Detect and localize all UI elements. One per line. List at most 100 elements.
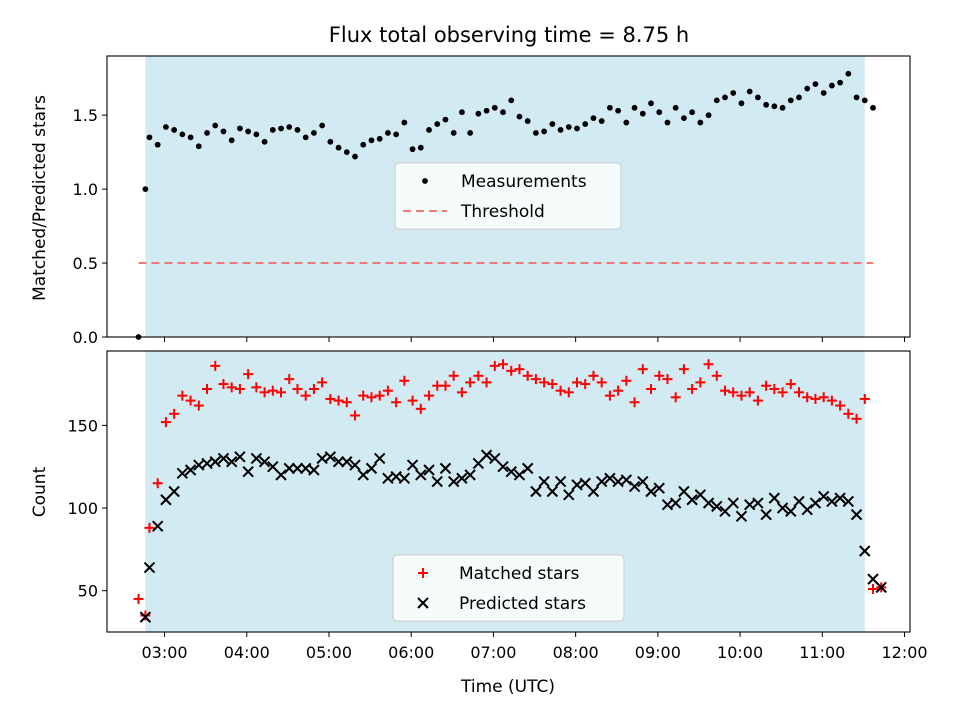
predicted-star-point <box>628 480 641 493</box>
measurement-point <box>754 94 761 101</box>
matched-star-point <box>350 410 361 421</box>
predicted-star-point <box>225 456 238 468</box>
matched-star-point <box>251 382 262 393</box>
matched-star-point <box>678 364 689 375</box>
predicted-star-point <box>686 494 698 506</box>
matched-star-point <box>868 584 879 595</box>
measurement-point <box>220 128 227 135</box>
matched-star-point <box>802 392 813 403</box>
matched-star-point <box>465 377 476 388</box>
predicted-star-point <box>595 475 608 488</box>
measurement-point <box>680 115 687 122</box>
matched-star-point <box>711 370 722 381</box>
top-panel: 0.0 0.5 1.0 1.5 Measurements Threshold <box>73 55 911 347</box>
measurement-point <box>582 121 589 127</box>
measurement-point <box>376 135 383 142</box>
matched-star-point <box>374 390 385 401</box>
measurement-point <box>179 131 186 138</box>
y-tick-label: 50 <box>78 582 98 601</box>
legend-marker-measurements <box>422 178 428 184</box>
measurement-point <box>853 94 860 101</box>
matched-star-point <box>580 379 591 390</box>
predicted-star-point <box>275 469 287 481</box>
predicted-star-point <box>801 503 813 516</box>
measurement-point <box>475 110 482 117</box>
matched-star-point <box>448 370 459 381</box>
measurement-point <box>763 101 770 108</box>
matched-star-point <box>572 377 583 388</box>
measurement-point <box>352 153 358 160</box>
predicted-star-point <box>752 497 764 509</box>
measurement-point <box>142 186 149 193</box>
matched-star-point <box>695 377 706 388</box>
measurement-point <box>253 131 260 138</box>
predicted-star-point <box>398 472 411 484</box>
predicted-star-point <box>809 497 822 509</box>
measurement-point <box>631 104 638 111</box>
matched-star-point <box>473 370 484 381</box>
matched-star-point <box>267 385 278 396</box>
measurement-point <box>302 134 309 141</box>
predicted-star-point <box>645 485 657 498</box>
measurement-point <box>516 113 523 120</box>
measurement-point <box>500 109 506 116</box>
predicted-star-point <box>850 508 863 521</box>
legend-label: Predicted stars <box>459 594 586 614</box>
matched-star-point <box>415 403 426 414</box>
matched-star-point <box>514 364 525 375</box>
matched-star-point <box>202 384 213 395</box>
chart-title: Flux total observing time = 8.75 h <box>329 23 689 47</box>
y-tick-label: 0.0 <box>73 328 98 347</box>
matched-star-point <box>140 610 151 621</box>
measurement-point <box>771 103 778 110</box>
matched-star-point <box>687 384 698 395</box>
predicted-star-point <box>546 485 559 498</box>
matched-star-point <box>621 375 632 386</box>
predicted-star-point <box>406 459 419 471</box>
measurement-point <box>689 109 696 116</box>
predicted-star-point <box>653 482 665 494</box>
matched-star-point <box>333 395 344 406</box>
measurement-point <box>417 144 424 151</box>
measurement-point <box>393 131 400 138</box>
measurement-point <box>187 134 194 141</box>
measurement-point <box>195 143 202 150</box>
predicted-star-point <box>250 452 263 465</box>
axes-frame <box>106 350 911 633</box>
measurement-point <box>541 128 548 135</box>
matched-star-point <box>481 377 492 388</box>
predicted-star-point <box>357 469 369 481</box>
measurement-point <box>738 100 745 107</box>
measurement-point <box>146 134 153 141</box>
measurement-point <box>335 144 342 151</box>
matched-star-point <box>563 387 574 398</box>
x-tick-label: 09:00 <box>635 643 681 662</box>
x-tick-label: 07:00 <box>470 643 516 662</box>
predicted-star-point <box>702 497 715 509</box>
predicted-star-point <box>143 561 156 574</box>
matched-star-point <box>629 397 640 408</box>
measurement-point <box>467 130 474 136</box>
predicted-star-point <box>349 459 361 471</box>
matched-star-point <box>654 370 665 381</box>
matched-star-point <box>744 387 755 398</box>
legend-label: Matched stars <box>459 564 579 584</box>
predicted-star-point <box>505 465 517 478</box>
measurement-point <box>557 127 564 133</box>
predicted-star-point <box>168 485 180 498</box>
matched-star-point <box>300 390 311 401</box>
predicted-star-point <box>834 492 846 504</box>
measurement-point <box>779 104 786 111</box>
matched-star-point <box>498 359 509 370</box>
measurement-point <box>590 115 597 122</box>
measurement-point <box>672 104 679 111</box>
matched-star-point <box>456 387 467 398</box>
predicted-star-point <box>464 469 476 481</box>
measurement-point <box>574 125 580 132</box>
matched-star-point <box>382 385 393 396</box>
matched-star-point <box>169 408 180 419</box>
x-tick-label: 12:00 <box>881 643 927 662</box>
legend-marker-matched <box>418 568 428 578</box>
legend: Matched stars Predicted stars <box>392 554 625 622</box>
